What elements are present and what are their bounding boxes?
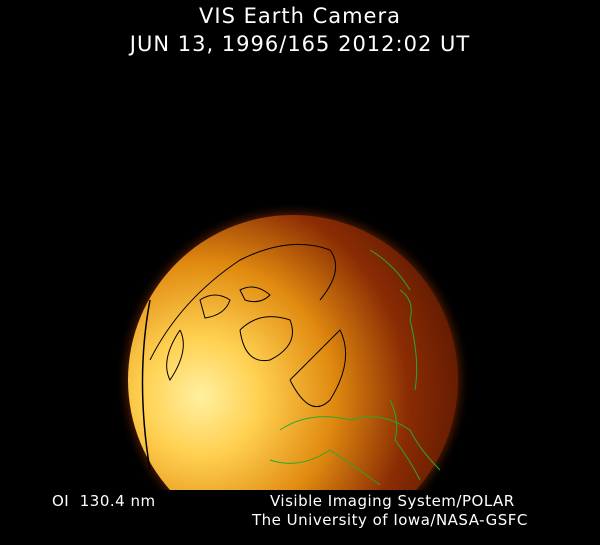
coastlines-night	[269, 249, 441, 486]
credit-line-1: Visible Imaging System/POLAR	[270, 492, 515, 510]
terminator-line	[141, 299, 151, 471]
earth-disk	[128, 215, 458, 490]
image-title: VIS Earth Camera	[199, 4, 401, 28]
wavelength-label: OI 130.4 nm	[52, 492, 156, 510]
image-timestamp: JUN 13, 1996/165 2012:02 UT	[129, 32, 471, 56]
coastlines-day	[149, 243, 347, 408]
credit-line-2: The University of Iowa/NASA-GSFC	[252, 511, 528, 529]
